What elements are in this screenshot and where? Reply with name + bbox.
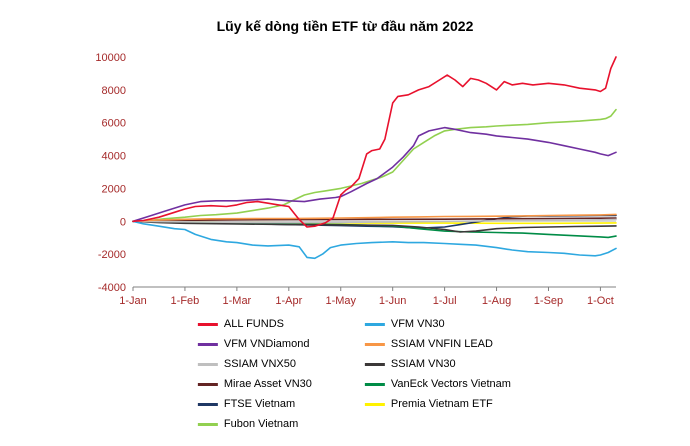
legend-swatch-icon bbox=[364, 342, 385, 346]
x-tick-label: 1-Oct bbox=[587, 295, 614, 307]
x-tick-label: 1-Mar bbox=[223, 295, 252, 307]
x-tick-label: 1-Jan bbox=[119, 295, 147, 307]
series-line-vfm-vndiamond bbox=[132, 126, 617, 223]
legend-label: Fubon Vietnam bbox=[223, 418, 299, 430]
series-line-fubon-vietnam bbox=[132, 108, 617, 223]
series-line-ssiam-vnx50 bbox=[132, 218, 617, 224]
y-tick-label: 2000 bbox=[102, 183, 126, 195]
legend-swatch-icon bbox=[364, 402, 385, 406]
legend-label: SSIAM VNX50 bbox=[223, 358, 297, 370]
legend-swatch-icon bbox=[364, 322, 385, 326]
x-tick-label: 1-Aug bbox=[482, 295, 511, 307]
legend-label: SSIAM VNFIN LEAD bbox=[390, 338, 493, 350]
legend-label: ALL FUNDS bbox=[223, 318, 284, 330]
legend-label: Mirae Asset VN30 bbox=[223, 378, 312, 390]
x-tick-label: 1-Jun bbox=[379, 295, 407, 307]
series-line-mirae-asset-vn30 bbox=[132, 217, 617, 223]
legend-swatch-icon bbox=[197, 322, 218, 326]
x-tick-label: 1-Sep bbox=[534, 295, 563, 307]
etf-chart-svg: 1-Jan 1-Feb 1-Mar 1-Apr 1-May 1-Jun 1-Jul 1-Aug… bbox=[95, 52, 617, 307]
legend-item: Fubon Vietnam bbox=[197, 418, 365, 430]
legend-item: SSIAM VNFIN LEAD bbox=[364, 338, 511, 350]
series-line-ssiam-vnfin-lead bbox=[132, 213, 617, 223]
y-tick-label: 10000 bbox=[95, 52, 126, 64]
legend-label: VFM VN30 bbox=[390, 318, 445, 330]
legend-label: Premia Vietnam ETF bbox=[390, 398, 493, 410]
legend-item: SSIAM VNX50 bbox=[197, 358, 365, 370]
legend-label: SSIAM VN30 bbox=[390, 358, 456, 370]
x-tick-label: 1-Jul bbox=[433, 295, 457, 307]
chart-legend: ALL FUNDS VFM VN30 VFM VNDiamond SSIAM VNFI… bbox=[197, 314, 511, 434]
legend-item: SSIAM VN30 bbox=[364, 358, 511, 370]
legend-item: ALL FUNDS bbox=[197, 318, 365, 330]
legend-label: FTSE Vietnam bbox=[223, 398, 296, 410]
y-tick-label: 4000 bbox=[102, 151, 126, 163]
legend-item: Mirae Asset VN30 bbox=[197, 378, 365, 390]
legend-swatch-icon bbox=[197, 362, 218, 366]
y-tick-label: 8000 bbox=[102, 85, 126, 97]
x-tick-label: 1-May bbox=[325, 295, 356, 307]
series-line-all-funds bbox=[132, 56, 617, 228]
legend-item: FTSE Vietnam bbox=[197, 398, 365, 410]
legend-swatch-icon bbox=[197, 402, 218, 406]
series-line-ssiam-vn30 bbox=[132, 220, 617, 233]
y-tick-label: 0 bbox=[120, 216, 126, 228]
legend-item: VFM VNDiamond bbox=[197, 338, 365, 350]
y-tick-label: -4000 bbox=[98, 282, 126, 294]
legend-item: VanEck Vectors Vietnam bbox=[364, 378, 511, 390]
legend-label: VFM VNDiamond bbox=[223, 338, 310, 350]
chart-title: Lũy kế dòng tiền ETF từ đầu năm 2022 bbox=[216, 18, 474, 34]
y-tick-label: -2000 bbox=[98, 249, 126, 261]
legend-swatch-icon bbox=[364, 362, 385, 366]
series-line-vfm-vn30 bbox=[132, 220, 617, 260]
legend-swatch-icon bbox=[364, 382, 385, 386]
x-tick-label: 1-Apr bbox=[275, 295, 302, 307]
legend-label: VanEck Vectors Vietnam bbox=[390, 378, 511, 390]
x-tick-label: 1-Feb bbox=[171, 295, 200, 307]
legend-item: Premia Vietnam ETF bbox=[364, 398, 511, 410]
legend-swatch-icon bbox=[197, 382, 218, 386]
legend-swatch-icon bbox=[197, 342, 218, 346]
y-tick-label: 6000 bbox=[102, 118, 126, 130]
legend-item: VFM VN30 bbox=[364, 318, 511, 330]
legend-swatch-icon bbox=[197, 422, 218, 426]
